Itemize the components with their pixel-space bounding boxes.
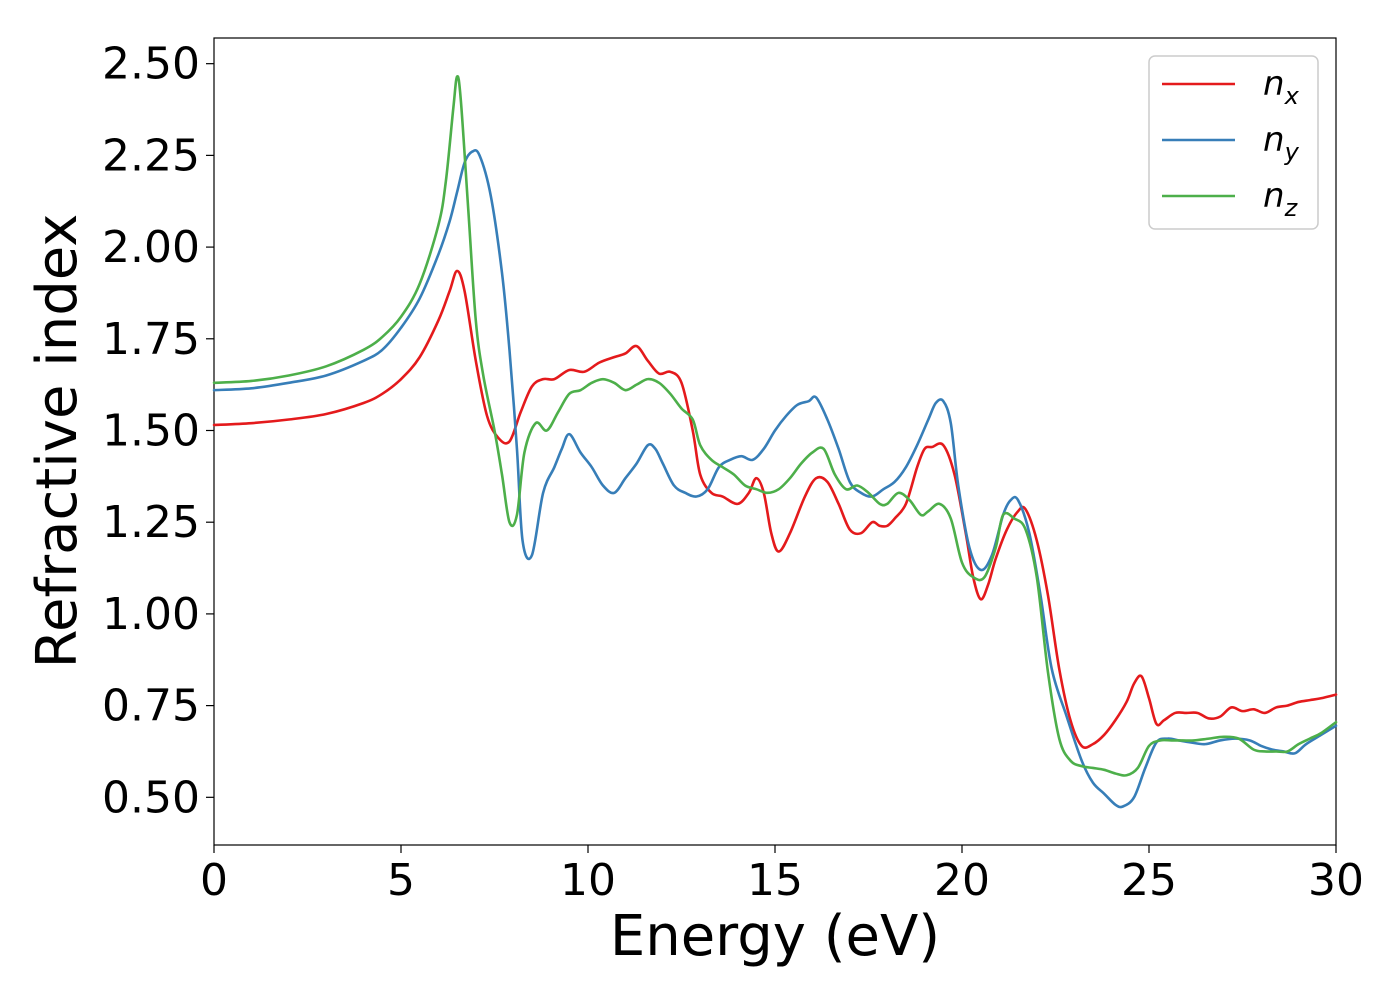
- x-tick-label: 20: [934, 855, 990, 906]
- y-tick-label: 2.25: [102, 130, 200, 181]
- y-tick-label: 0.50: [102, 772, 200, 823]
- x-tick-label: 5: [387, 855, 415, 906]
- y-tick-label: 1.75: [102, 314, 200, 365]
- series-line-n-z: [212, 74, 1338, 777]
- series-line-n-x: [212, 269, 1338, 749]
- y-tick-label: 1.25: [102, 497, 200, 548]
- y-tick-label: 2.00: [102, 222, 200, 273]
- series-line-n-y: [212, 149, 1338, 809]
- series-layer: [212, 74, 1338, 809]
- x-axis: 0 5 10 15 20 25 30: [200, 845, 1364, 906]
- y-tick-label: 1.00: [102, 589, 200, 640]
- y-tick-label: 0.75: [102, 681, 200, 732]
- y-axis-title: Refractive index: [25, 214, 90, 669]
- legend-label-n-y: ny: [1263, 120, 1300, 166]
- y-tick-label: 2.50: [102, 39, 200, 90]
- y-axis: 0.50 0.75 1.00 1.25 1.50 1.75 2.00 2.25 2.50: [102, 39, 214, 823]
- x-tick-label: 30: [1308, 855, 1364, 906]
- legend-label-n-x: nx: [1263, 64, 1300, 110]
- y-tick-label: 1.50: [102, 405, 200, 456]
- x-tick-label: 0: [200, 855, 228, 906]
- x-axis-title: Energy (eV): [610, 904, 940, 969]
- legend-box: [1148, 55, 1319, 230]
- x-tick-label: 25: [1121, 855, 1177, 906]
- legend-label-n-z: nz: [1263, 176, 1299, 222]
- legend: nx ny nz: [1148, 55, 1319, 230]
- x-tick-label: 15: [747, 855, 803, 906]
- x-tick-label: 10: [560, 855, 616, 906]
